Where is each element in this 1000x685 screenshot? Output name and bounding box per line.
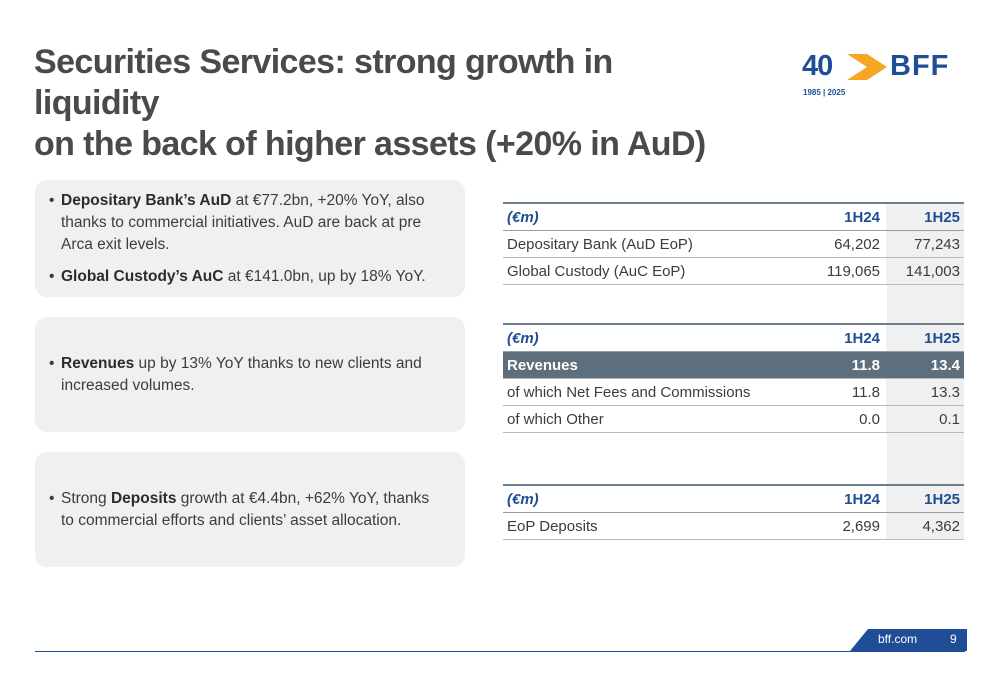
bullet-text: up by 13% YoY thanks to new clients and … [61, 354, 422, 394]
bullet-global-custody-auc: • Global Custody’s AuC at €141.0bn, up b… [49, 266, 445, 288]
header-1h24: 1H24 [796, 484, 886, 513]
header-1h24: 1H24 [796, 202, 886, 231]
header-unit: (€m) [503, 202, 796, 231]
table-row: of which Net Fees and Commissions 11.8 1… [503, 378, 964, 406]
page-title-line-2: on the back of higher assets (+20% in Au… [34, 125, 706, 163]
value-1h25: 4,362 [886, 512, 964, 540]
bullet-text: growth at €4.4bn, +62% YoY, thanks to co… [61, 489, 430, 529]
bullet-bold-text: Global Custody’s AuC [61, 267, 224, 285]
assets-table: (€m) 1H24 1H25 Depositary Bank (AuD EoP)… [503, 202, 964, 285]
bullet-bold-text: Deposits [110, 489, 177, 507]
value-1h24: 11.8 [796, 378, 886, 406]
value-1h24: 2,699 [796, 512, 886, 540]
bullet-revenues: • Revenues up by 13% YoY thanks to new c… [49, 353, 445, 397]
bullet-depositary-aud: • Depositary Bank’s AuD at €77.2bn, +20%… [49, 190, 445, 256]
table-row: of which Other 0.0 0.1 [503, 405, 964, 433]
bullet-dot: • [49, 354, 55, 372]
value-1h24: 64,202 [796, 230, 886, 258]
page-title: Securities Services: strong growth in li… [34, 42, 714, 165]
table-header-row: (€m) 1H24 1H25 [503, 202, 964, 231]
bullet-text: Strong [61, 489, 111, 507]
info-card-deposits: • Strong Deposits growth at €4.4bn, +62%… [35, 452, 465, 567]
bullet-dot: • [49, 267, 55, 285]
logo-years: 1985 | 2025 [803, 88, 846, 97]
column-shade [887, 431, 964, 484]
header-1h25: 1H25 [886, 202, 964, 231]
deposits-table: (€m) 1H24 1H25 EoP Deposits 2,699 4,362 [503, 484, 964, 540]
bullet-bold-text: Depositary Bank’s AuD [61, 191, 232, 209]
header-1h25: 1H25 [886, 323, 964, 352]
bullet-deposits: • Strong Deposits growth at €4.4bn, +62%… [49, 488, 445, 532]
row-label: of which Net Fees and Commissions [503, 378, 796, 406]
value-1h25: 0.1 [886, 405, 964, 433]
row-label: Revenues [503, 351, 796, 379]
bullet-dot: • [49, 191, 55, 209]
table-row: Depositary Bank (AuD EoP) 64,202 77,243 [503, 230, 964, 258]
logo-brand: BFF [890, 50, 950, 82]
header-unit: (€m) [503, 484, 796, 513]
header-unit: (€m) [503, 323, 796, 352]
value-1h24: 11.8 [796, 351, 886, 379]
row-label: Depositary Bank (AuD EoP) [503, 230, 796, 258]
footer-tab [850, 629, 967, 651]
revenues-table: (€m) 1H24 1H25 Revenues 11.8 13.4 of whi… [503, 323, 964, 433]
bullet-bold-text: Revenues [61, 354, 135, 372]
value-1h25: 13.3 [886, 378, 964, 406]
bullet-dot: • [49, 489, 55, 507]
table-header-row: (€m) 1H24 1H25 [503, 484, 964, 513]
table-row: EoP Deposits 2,699 4,362 [503, 512, 964, 540]
table-header-row: (€m) 1H24 1H25 [503, 323, 964, 352]
header-1h24: 1H24 [796, 323, 886, 352]
bff-logo: 40 BFF 1985 | 2025 [802, 50, 967, 102]
page-number: 9 [950, 632, 957, 646]
bullet-text: at €141.0bn, up by 18% YoY. [223, 267, 426, 285]
bullet-text: at €77.2bn, +20% YoY, also thanks to com… [61, 191, 425, 253]
header-1h25: 1H25 [886, 484, 964, 513]
value-1h24: 0.0 [796, 405, 886, 433]
chevron-arrow-icon [847, 54, 887, 80]
value-1h25: 13.4 [886, 351, 964, 379]
logo-number: 40 [802, 50, 833, 82]
footer-divider [35, 651, 965, 652]
row-label: EoP Deposits [503, 512, 796, 540]
value-1h25: 141,003 [886, 257, 964, 285]
row-label: Global Custody (AuC EoP) [503, 257, 796, 285]
footer-url-link[interactable]: bff.com [878, 632, 918, 646]
table-row-highlight: Revenues 11.8 13.4 [503, 351, 964, 379]
page-title-line-1: Securities Services: strong growth in li… [34, 43, 613, 122]
row-label: of which Other [503, 405, 796, 433]
column-shade [887, 282, 964, 323]
value-1h24: 119,065 [796, 257, 886, 285]
value-1h25: 77,243 [886, 230, 964, 258]
info-card-assets: • Depositary Bank’s AuD at €77.2bn, +20%… [35, 180, 465, 297]
info-card-revenues: • Revenues up by 13% YoY thanks to new c… [35, 317, 465, 432]
table-row: Global Custody (AuC EoP) 119,065 141,003 [503, 257, 964, 285]
